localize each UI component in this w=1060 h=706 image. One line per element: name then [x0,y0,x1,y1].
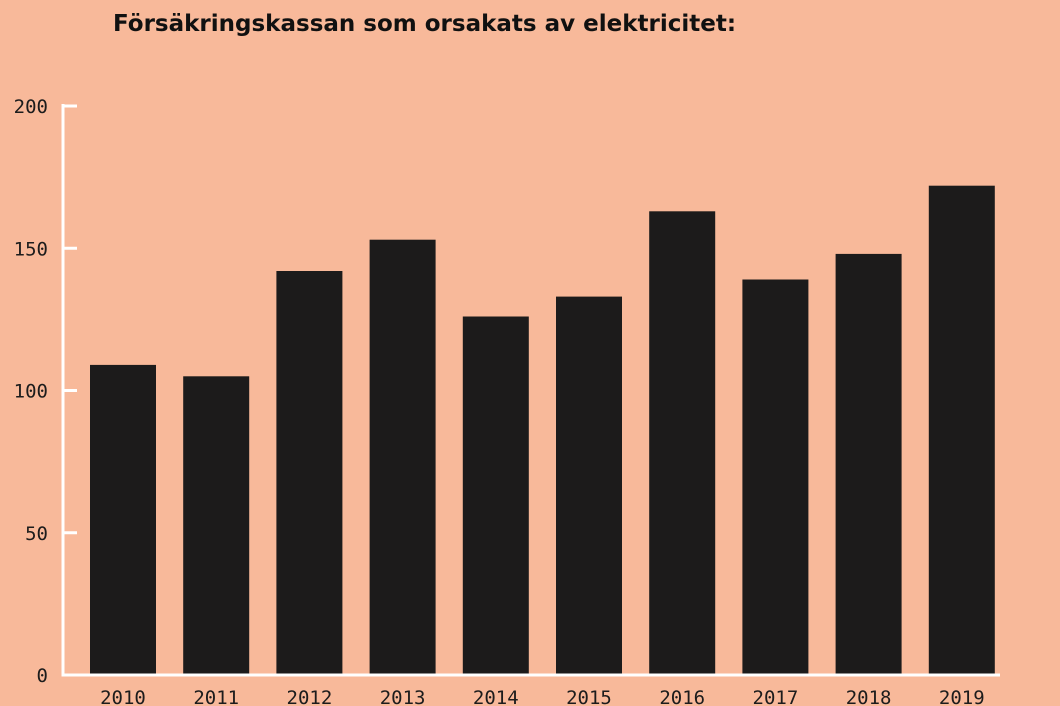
bar-2014 [462,316,529,675]
bar-2017 [742,279,809,675]
bar-2018 [835,253,902,675]
y-ticks-group: 0 50 100 150 200 [14,96,77,687]
bar-2011 [183,376,250,675]
x-tick-label-2018: 2018 [846,687,892,706]
y-tick-label-0: 0 [37,665,48,687]
chart-title: Försäkringskassan som orsakats av elektr… [113,11,737,37]
bar-2012 [276,271,343,675]
y-tick-label-150: 150 [14,238,48,260]
x-tick-label-2012: 2012 [287,687,333,706]
x-tick-label-2013: 2013 [380,687,426,706]
x-tick-label-2010: 2010 [100,687,146,706]
x-tick-label-2016: 2016 [659,687,705,706]
bar-2013 [369,239,436,675]
x-ticks-group: 2010 2011 2012 2013 2014 2015 2016 2017 2018 2019 [100,687,985,706]
bar-2010 [90,364,156,675]
y-tick-label-50: 50 [25,523,48,545]
bar-2015 [556,296,622,675]
y-tick-label-100: 100 [14,381,48,403]
bar-2019 [928,185,995,675]
x-tick-label-2014: 2014 [473,687,519,706]
x-tick-label-2017: 2017 [753,687,799,706]
x-tick-label-2011: 2011 [193,687,239,706]
y-tick-label-200: 200 [14,96,48,118]
x-tick-label-2019: 2019 [939,687,985,706]
bar-2016 [649,211,716,676]
x-tick-label-2015: 2015 [566,687,612,706]
bars-group [90,185,995,676]
